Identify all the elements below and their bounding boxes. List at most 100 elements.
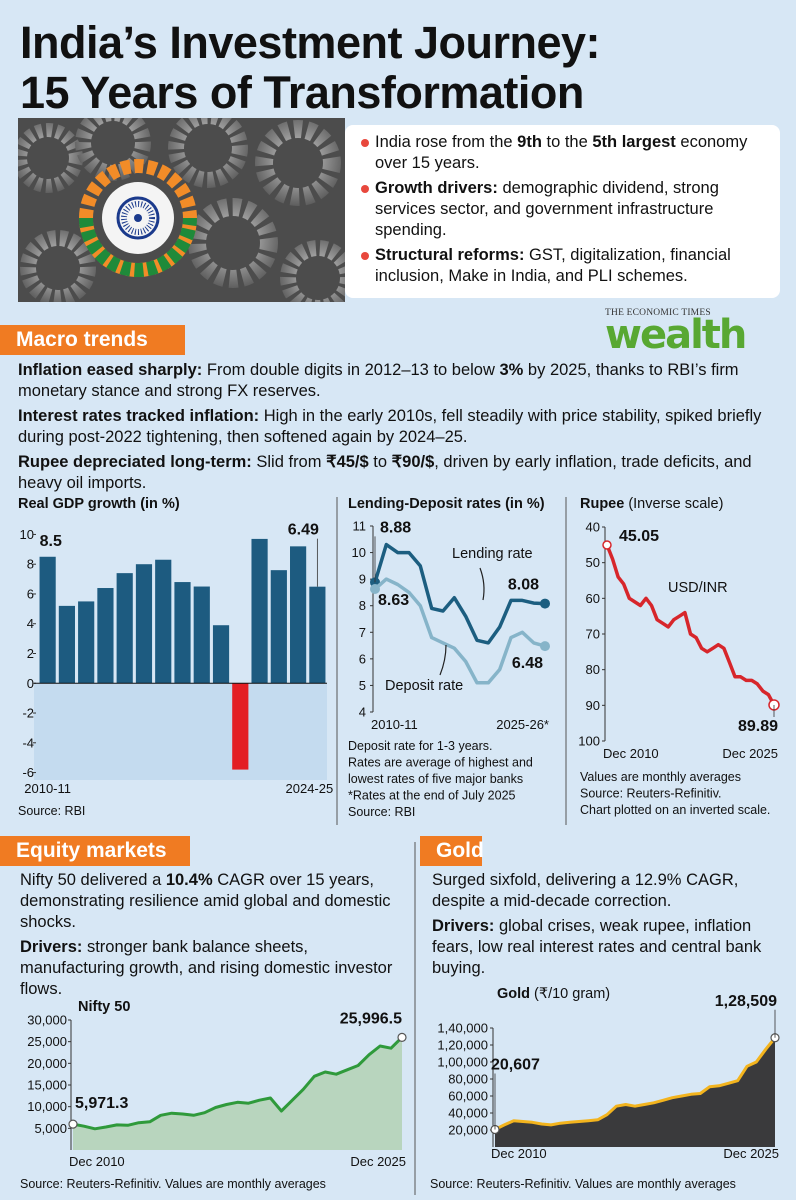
y-tick-label: 4 (27, 616, 34, 631)
bullet: Growth drivers: demographic dividend, st… (361, 178, 766, 241)
x-tick-label: Dec 2010 (491, 1146, 547, 1161)
section-heading: Macro trends (0, 325, 185, 355)
chart-note: Chart plotted on an inverted scale. (580, 803, 770, 817)
macro-text: Inflation eased sharply: From double dig… (18, 360, 788, 498)
paragraph: Surged sixfold, delivering a 12.9% CAGR,… (432, 870, 782, 912)
area-fill (495, 1037, 775, 1147)
bold-text: Growth drivers: (375, 179, 498, 197)
data-label: 1,28,509 (715, 993, 777, 1010)
y-tick-label: 5,000 (34, 1121, 67, 1136)
bar (58, 605, 75, 684)
data-label: 5,971.3 (75, 1095, 128, 1112)
bar (232, 683, 249, 770)
chart-title: Lending-Deposit rates (in %) (348, 496, 545, 512)
bold-text: Structural reforms: (375, 246, 525, 264)
x-tick-label: Dec 2025 (350, 1154, 406, 1169)
y-tick-label: 6 (359, 651, 366, 666)
x-tick-label: 2010-11 (24, 781, 71, 796)
text: Surged sixfold, delivering a 12.9% CAGR,… (432, 871, 739, 910)
y-tick-label: 1,40,000 (437, 1021, 488, 1036)
y-tick-label: 80,000 (448, 1072, 488, 1087)
gold-text: Surged sixfold, delivering a 12.9% CAGR,… (432, 870, 782, 983)
y-tick-label: 40,000 (448, 1106, 488, 1121)
y-tick-label: -6 (22, 765, 34, 780)
chart-note: Rates are average of highest and (348, 756, 533, 770)
data-label: 25,996.5 (340, 1010, 402, 1027)
chart-note: Source: RBI (348, 805, 415, 819)
y-tick-label: 1,00,000 (437, 1055, 488, 1070)
bar (135, 564, 153, 684)
end-dot (68, 1119, 78, 1129)
pointer (479, 567, 485, 601)
bold-text: 9th (517, 133, 542, 151)
bold-text: Inflation eased sharply: (18, 361, 203, 379)
area-fill (73, 1037, 402, 1150)
y-tick-label: 7 (359, 625, 366, 640)
pointer (439, 644, 447, 676)
y-tick-label: 0 (27, 676, 34, 691)
paragraph: Drivers: global crises, weak rupee, infl… (432, 916, 782, 979)
x-tick-label: Dec 2010 (69, 1154, 125, 1169)
paragraph: Rupee depreciated long-term: Slid from ₹… (18, 452, 788, 494)
logo: THE ECONOMIC TIMES wealth (605, 308, 765, 355)
series-label: Lending rate (452, 546, 533, 562)
end-dot (397, 1032, 407, 1042)
y-tick-label: 100 (578, 734, 600, 749)
chart-title: Gold (497, 986, 530, 1002)
y-tick-label: -4 (22, 735, 34, 750)
y-tick-label: 15,000 (27, 1078, 67, 1093)
x-tick-label: Dec 2025 (722, 746, 778, 761)
bold-text: Rupee depreciated long-term: (18, 453, 252, 471)
chart-title: Real GDP growth (in %) (18, 496, 180, 512)
bar (155, 559, 172, 684)
data-label: 8.08 (508, 577, 539, 594)
logo-publisher: THE ECONOMIC TIMES (605, 308, 711, 318)
chart-note: Source: Reuters-Refinitiv. (580, 787, 722, 801)
series-label: USD/INR (668, 580, 728, 596)
bold-text: Interest rates tracked inflation: (18, 407, 260, 425)
data-label: 89.89 (738, 718, 778, 735)
end-dot (370, 583, 380, 594)
text: GST, digitalization, financial inclusion… (375, 246, 731, 285)
y-tick-label: 20,000 (27, 1056, 67, 1071)
text: demographic dividend, strong services se… (375, 179, 719, 239)
y-tick-label: 8 (27, 557, 34, 572)
paragraph: Inflation eased sharply: From double dig… (18, 360, 788, 402)
text: India rose from the (375, 133, 518, 151)
text: to (368, 453, 392, 471)
y-tick-label: -2 (22, 706, 34, 721)
section-heading: Equity markets (0, 836, 190, 866)
end-dot (540, 598, 550, 609)
chart-note: Source: Reuters-Refinitiv. Values are mo… (430, 1177, 736, 1191)
x-tick-label: 2010-11 (371, 717, 418, 732)
paragraph: Drivers: stronger bank balance sheets, m… (20, 937, 400, 1000)
chart-note: Values are monthly averages (580, 770, 741, 784)
chart-title: Nifty 50 (78, 999, 130, 1015)
chart-note: Source: Reuters-Refinitiv. Values are mo… (20, 1177, 326, 1191)
series-line (373, 542, 546, 645)
bar (290, 546, 307, 684)
y-tick-label: 5 (359, 678, 366, 693)
text: Nifty 50 delivered a (20, 871, 166, 889)
text: Slid from (251, 453, 327, 471)
y-tick-label: 4 (359, 705, 366, 720)
area-line (494, 1036, 777, 1131)
y-tick-label: 60 (586, 591, 600, 606)
bold-text: 10.4% (165, 871, 213, 889)
bar (193, 586, 210, 684)
equity-text: Nifty 50 delivered a 10.4% CAGR over 15 … (20, 870, 400, 1004)
area-line (72, 1036, 404, 1131)
x-tick-label: 2025-26* (496, 717, 549, 732)
series-line (605, 544, 776, 706)
gear-illustration (18, 118, 345, 302)
chart-subtitle: (₹/10 gram) (534, 986, 610, 1002)
y-tick-label: 10 (20, 527, 34, 542)
data-label: 45.05 (619, 528, 659, 545)
y-tick-label: 2 (27, 646, 34, 661)
y-tick-label: 40 (586, 520, 600, 535)
data-label: 6.48 (512, 655, 543, 672)
x-tick-label: 2024-25 (286, 781, 334, 796)
y-tick-label: 25,000 (27, 1034, 67, 1049)
